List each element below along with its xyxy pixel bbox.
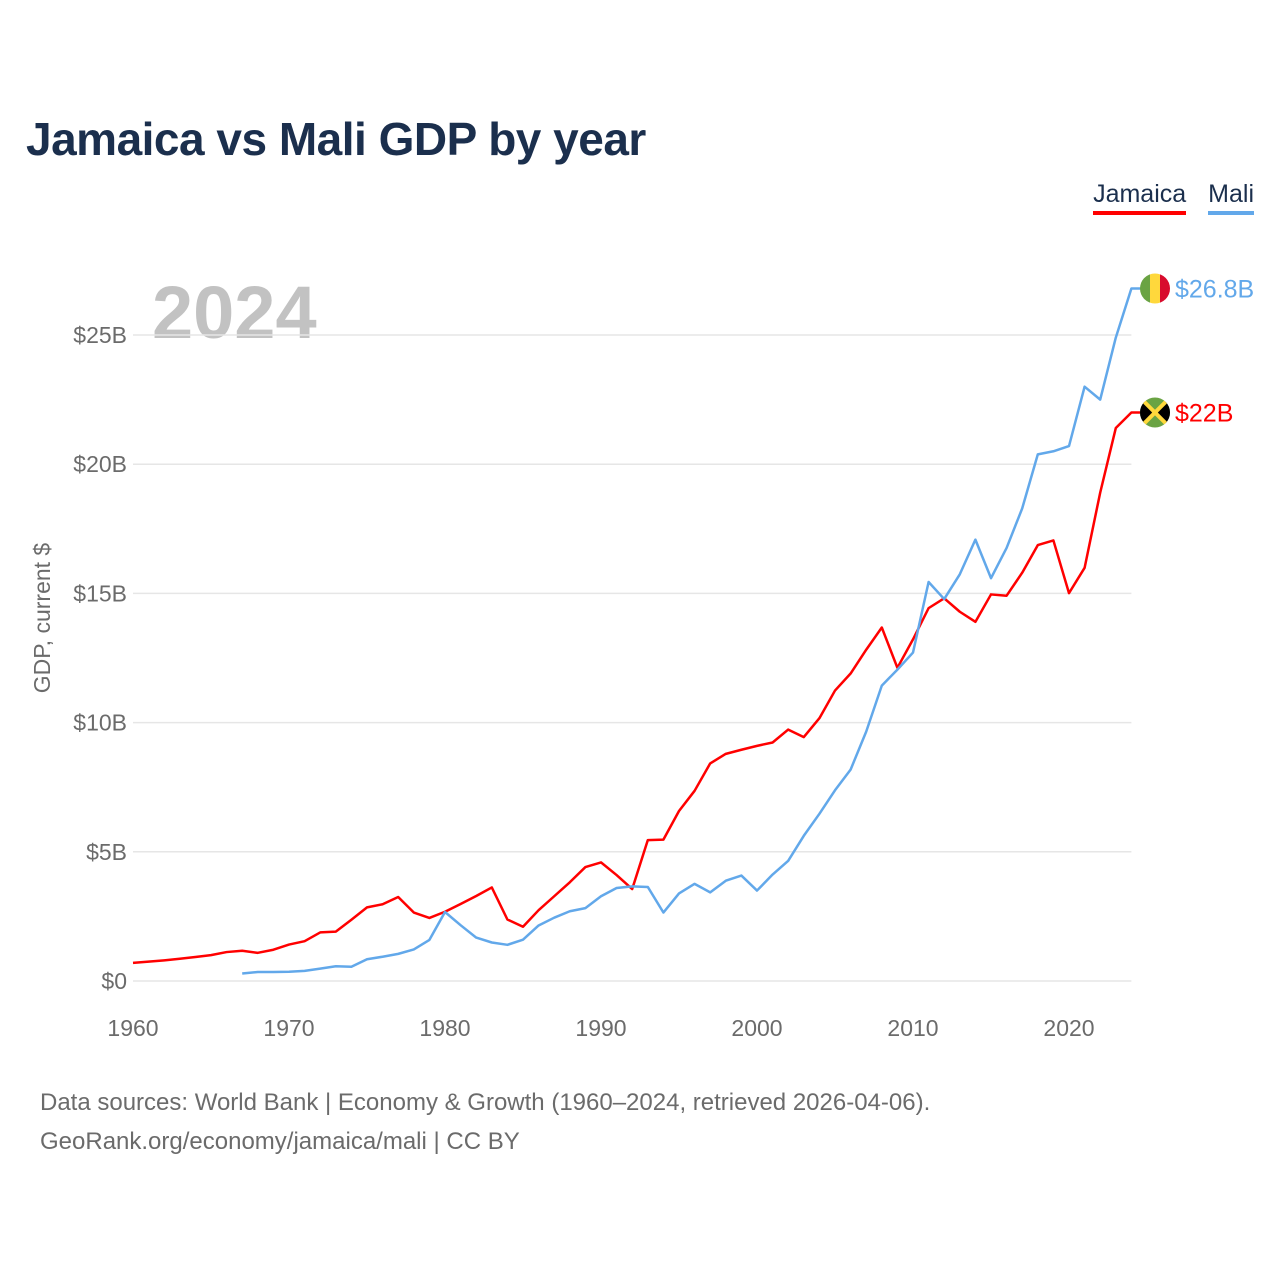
y-tick-label: $10B (73, 710, 127, 736)
x-tick-label: 1980 (419, 1015, 470, 1041)
x-tick-label: 2000 (731, 1015, 782, 1041)
legend: Jamaica Mali (1093, 180, 1254, 215)
x-tick-label: 1970 (263, 1015, 314, 1041)
end-value-label-mali: $26.8B (1175, 275, 1254, 303)
y-tick-label: $25B (73, 322, 127, 348)
y-tick-label: $15B (73, 580, 127, 606)
y-tick-label: $5B (86, 839, 127, 865)
attribution-link[interactable]: GeoRank.org/economy/jamaica/mali | CC BY (40, 1128, 520, 1155)
footer: Data sources: World Bank | Economy & Gro… (40, 1083, 930, 1161)
end-value-label-jamaica: $22B (1175, 400, 1233, 428)
source-text: Data sources: World Bank | Economy & Gro… (40, 1089, 931, 1116)
x-tick-label: 1990 (575, 1015, 626, 1041)
series-line-mali (242, 287, 1141, 975)
x-tick-label: 2010 (887, 1015, 938, 1041)
legend-item-mali[interactable]: Mali (1208, 180, 1254, 215)
mali-flag-icon (1140, 273, 1170, 304)
y-tick-label: $0 (101, 968, 127, 994)
x-tick-label: 2020 (1043, 1015, 1094, 1041)
x-tick-label: 1960 (107, 1015, 158, 1041)
series-line-jamaica (132, 411, 1141, 965)
y-axis-label: GDP, current $ (29, 543, 55, 694)
legend-item-jamaica[interactable]: Jamaica (1093, 180, 1187, 215)
year-watermark: 2024 (152, 271, 317, 354)
chart-title: Jamaica vs Mali GDP by year (26, 113, 646, 165)
y-tick-label: $20B (73, 451, 127, 477)
jamaica-flag-icon (1140, 397, 1170, 428)
